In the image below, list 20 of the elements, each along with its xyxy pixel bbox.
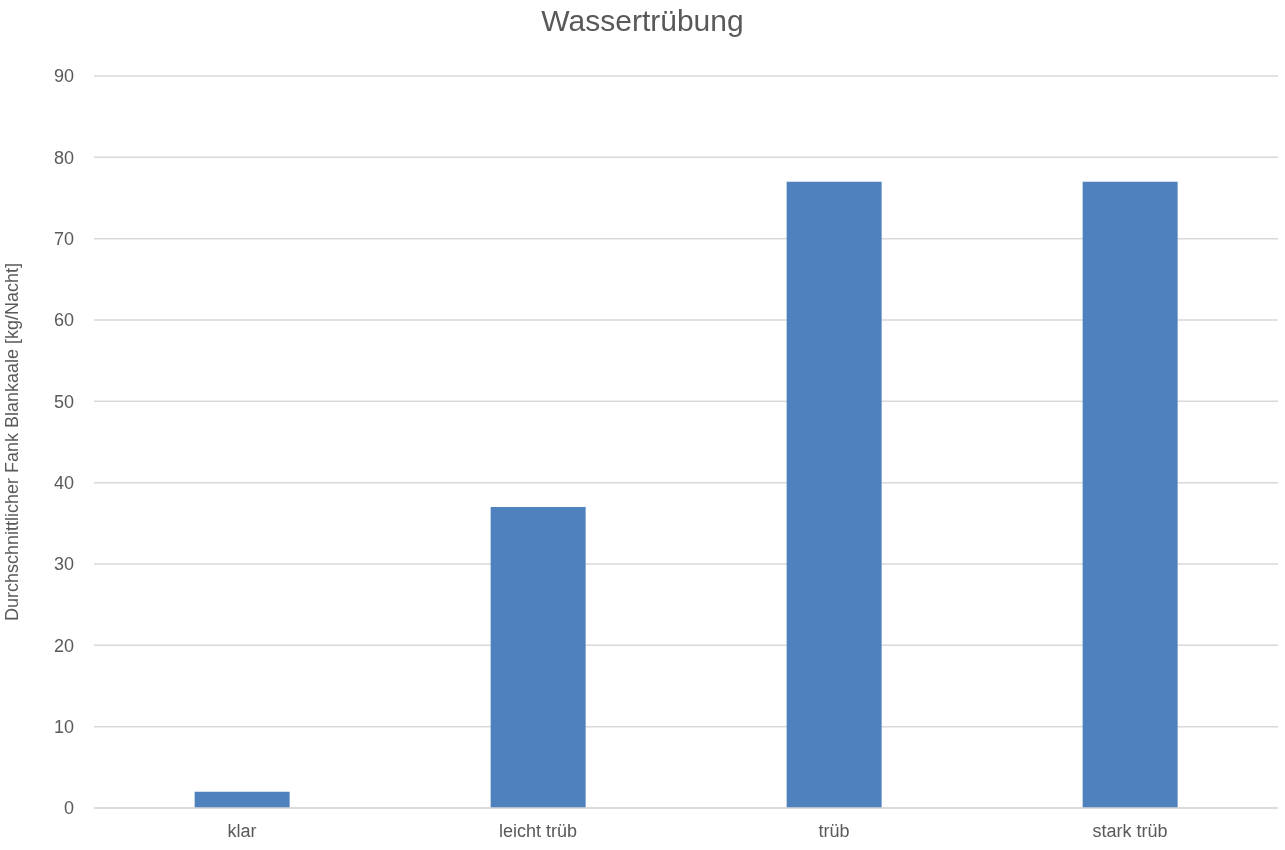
y-tick-label: 20 [53,635,74,656]
bar [194,791,290,808]
x-tick-label: stark trüb [1092,820,1168,841]
bar [786,181,882,808]
x-tick-label: leicht trüb [498,820,578,841]
x-tick-label: klar [227,820,257,841]
y-tick-label: 30 [53,554,74,575]
y-tick-label: 40 [53,473,74,494]
y-axis-title: Durchschnittlicher Fank Blankaale [kg/Nacht] [2,262,23,622]
y-tick-label: 0 [63,798,74,819]
bar [1082,181,1178,808]
y-tick-label: 80 [53,147,74,168]
x-tick-label: trüb [818,820,850,841]
y-tick-label: 90 [53,66,74,87]
y-tick-label: 60 [53,310,74,331]
y-tick-label: 70 [53,229,74,250]
bar [490,507,586,808]
y-tick-label: 50 [53,391,74,412]
chart-title: Wassertrübung [540,4,745,38]
y-tick-label: 10 [53,717,74,738]
